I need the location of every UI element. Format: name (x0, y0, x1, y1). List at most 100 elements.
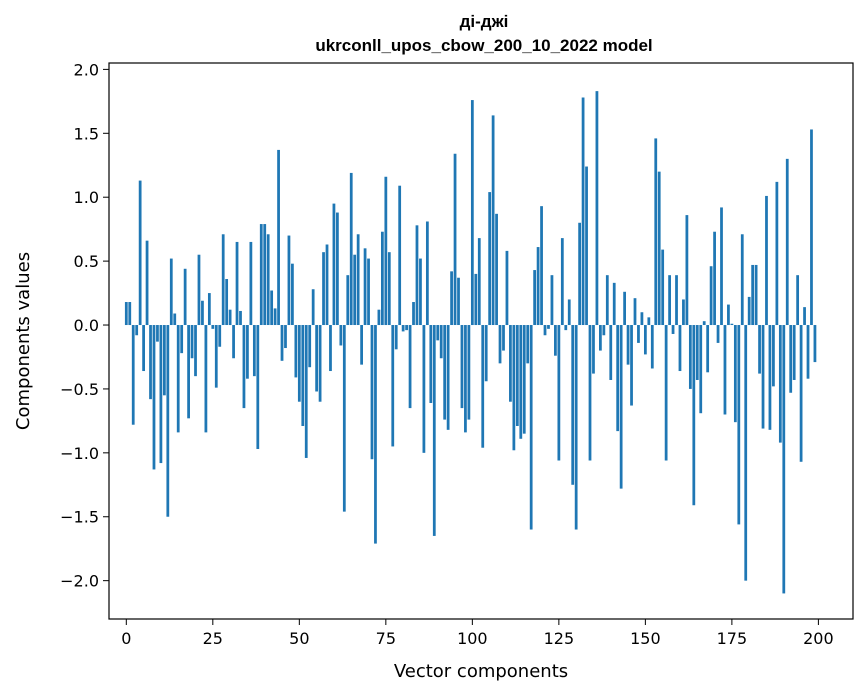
bar (183, 268, 187, 326)
bar (637, 325, 640, 343)
bar (297, 325, 301, 402)
bar (467, 325, 471, 420)
y-tick-label: −1.5 (60, 508, 99, 527)
bar (737, 325, 741, 525)
bar (754, 264, 758, 326)
bar (232, 325, 235, 359)
bar (751, 264, 755, 326)
bar (156, 325, 159, 342)
bar (723, 325, 727, 415)
bar (460, 325, 464, 409)
bar (315, 325, 319, 392)
bar (557, 325, 561, 461)
bar (502, 325, 505, 351)
bar (602, 325, 606, 336)
bar (464, 325, 467, 433)
bar (782, 325, 786, 594)
bar (616, 325, 620, 432)
bar (249, 241, 253, 326)
bar (491, 115, 495, 326)
bar (214, 325, 218, 388)
bar (190, 325, 194, 359)
bar (277, 149, 280, 326)
bar (519, 325, 523, 439)
bar (450, 271, 453, 326)
bar (477, 238, 481, 326)
bar (709, 266, 713, 326)
bar (342, 325, 346, 512)
bar (799, 325, 803, 462)
y-tick-label: 1.0 (74, 188, 99, 207)
bar (536, 247, 540, 326)
bar (429, 325, 433, 403)
bar (142, 325, 145, 372)
x-tick-label: 175 (717, 629, 748, 648)
bar (266, 234, 270, 326)
bar (318, 325, 322, 402)
bar (218, 325, 222, 347)
bar (560, 238, 564, 326)
bar (647, 317, 651, 326)
bar (509, 325, 512, 402)
bar (657, 171, 661, 326)
bar (360, 325, 363, 365)
bar (124, 302, 128, 326)
bar (488, 192, 492, 326)
bar (162, 325, 166, 396)
x-tick-label: 150 (630, 629, 661, 648)
bar (339, 325, 343, 346)
bar (747, 296, 751, 326)
bar (643, 325, 647, 355)
bar (661, 249, 665, 326)
bar (187, 325, 190, 419)
x-axis-label: Vector components (394, 661, 568, 682)
bar (564, 325, 568, 331)
bar (419, 258, 422, 326)
bar (678, 325, 682, 372)
bar (571, 325, 575, 485)
bar (554, 325, 557, 356)
bar (744, 325, 748, 581)
x-axis-ticks: 0 25 50 75 100 125 150 175 200 (121, 619, 834, 648)
bar (796, 275, 800, 326)
bar (688, 325, 692, 389)
x-tick-label: 200 (803, 629, 834, 648)
bar (332, 203, 336, 326)
bar (273, 308, 277, 326)
bar (650, 325, 654, 369)
bar (221, 234, 225, 326)
bar (443, 325, 447, 420)
bar (259, 224, 263, 326)
bar (377, 309, 381, 326)
bar (727, 304, 730, 326)
bar (197, 254, 201, 326)
bar (173, 313, 177, 326)
bar (287, 235, 291, 326)
y-tick-label: −1.0 (60, 444, 99, 463)
bar (522, 325, 526, 434)
bar (425, 221, 429, 326)
bar (682, 299, 685, 326)
bar (453, 153, 457, 326)
bar (599, 325, 602, 351)
bar (329, 325, 332, 372)
x-tick-label: 125 (544, 629, 575, 648)
bar (581, 97, 585, 326)
bar (211, 325, 215, 329)
bar (806, 325, 810, 379)
bar (550, 275, 554, 326)
bar (176, 325, 180, 433)
bar (675, 275, 678, 326)
bar (387, 252, 391, 326)
bar (356, 234, 360, 326)
bar (201, 300, 204, 326)
bar (505, 250, 509, 326)
bar (346, 275, 350, 326)
bar (415, 225, 419, 326)
bar (336, 212, 339, 326)
bar (256, 325, 260, 449)
bar (474, 273, 478, 326)
bar (733, 325, 737, 423)
bar (768, 325, 772, 430)
bar (785, 158, 789, 326)
